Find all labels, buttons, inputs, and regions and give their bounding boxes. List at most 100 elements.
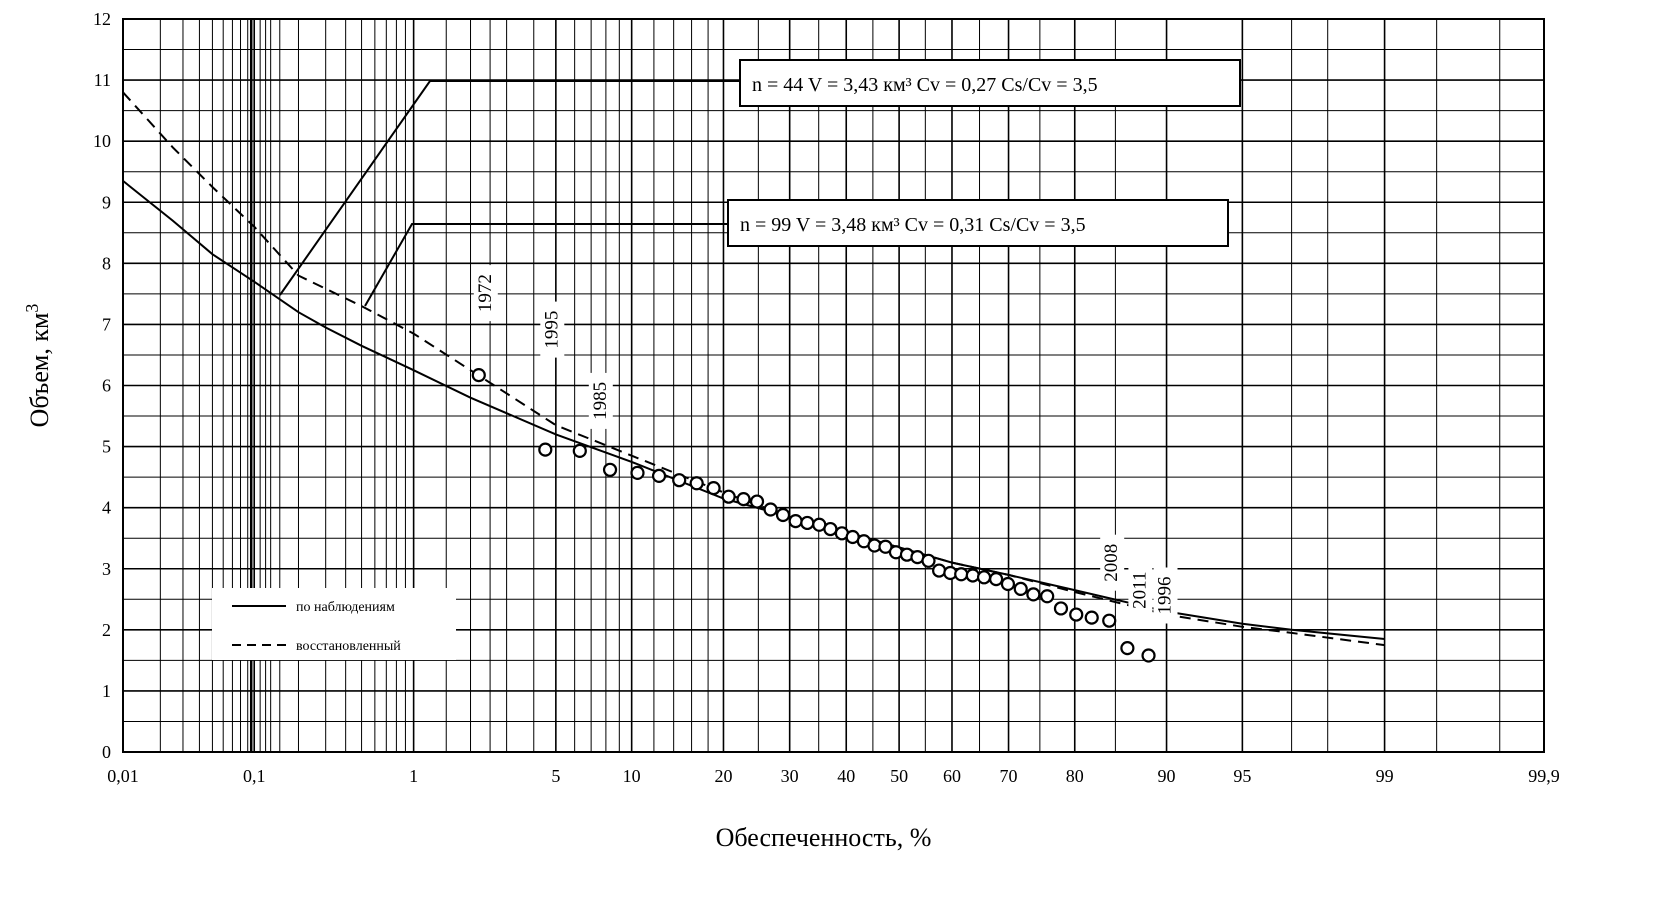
year-label-text: 1985 [590, 382, 611, 420]
observed-point [1120, 641, 1135, 656]
observed-point [775, 507, 791, 523]
year-label-bg [1153, 567, 1178, 624]
y-tick-label: 3 [102, 559, 111, 579]
series-restored-line [122, 91, 1385, 647]
x-tick-label: 80 [1066, 766, 1084, 786]
legend-label-restored: восстановленный [296, 639, 401, 654]
observed-point [976, 570, 992, 585]
observed-point [602, 462, 618, 477]
x-tick-label: 40 [837, 766, 855, 786]
svg-text:Объем, км3: Объем, км3 [22, 304, 54, 428]
y-tick-label: 2 [102, 620, 111, 640]
observed-point [965, 568, 980, 583]
year-label-bg [1128, 562, 1153, 619]
observed-point [1084, 610, 1099, 625]
x-tick-label: 30 [781, 766, 799, 786]
y-tick-label: 12 [93, 9, 111, 29]
x-tick-label: 1 [409, 766, 418, 786]
observed-point [1102, 613, 1117, 628]
y-tick-label: 10 [93, 131, 111, 151]
x-tick-label: 10 [623, 766, 641, 786]
y-tick-label: 1 [102, 681, 111, 701]
x-tick-label: 99,9 [1528, 766, 1560, 786]
x-tick-label: 90 [1158, 766, 1176, 786]
leader-line [279, 80, 740, 296]
observed-point [788, 514, 803, 529]
y-tick-label: 7 [102, 314, 111, 334]
x-tick-label: 0,01 [107, 766, 139, 786]
annotation-box-1: n = 44 V = 3,43 км³ Cv = 0,27 Cs/Cv = 3,… [739, 59, 1241, 107]
observed-points [471, 368, 1156, 663]
observed-point [921, 553, 936, 568]
x-tick-label: 70 [1000, 766, 1018, 786]
x-tick-label: 99 [1376, 766, 1394, 786]
annotation-box-2: n = 99 V = 3,48 км³ Cv = 0,31 Cs/Cv = 3,… [727, 199, 1229, 247]
observed-point [823, 521, 838, 537]
year-label: 1985 [588, 372, 613, 429]
legend-label-observed: по наблюдениям [296, 600, 395, 615]
x-tick-label: 50 [890, 766, 908, 786]
year-labels: 1972 1995 1985 2008 2011 1996 [473, 265, 1178, 624]
observed-point [800, 515, 815, 531]
legend: по наблюдениям восстановленный [212, 588, 456, 660]
y-tick-label: 5 [102, 437, 111, 457]
x-tick-labels: 0,01 0,1 1 5 10 20 30 40 50 60 70 80 90 95 99 99,9 [107, 766, 1560, 786]
annotation-leaders [279, 80, 740, 307]
observed-point [763, 502, 778, 517]
year-label-bg [588, 372, 613, 429]
year-label-text: 2008 [1101, 544, 1122, 582]
observed-point [1141, 648, 1156, 663]
observed-point [706, 481, 721, 496]
observed-point [721, 489, 736, 504]
observed-point [954, 567, 969, 582]
year-label-bg [1100, 534, 1125, 591]
y-tick-label: 6 [102, 376, 111, 396]
observed-point [471, 368, 486, 383]
year-label-bg [540, 301, 565, 358]
observed-point [672, 473, 687, 488]
x-axis-title: Обеспеченность, % [716, 823, 932, 852]
leader-line [364, 223, 728, 307]
observed-point [572, 443, 587, 458]
observed-point [630, 465, 645, 480]
observed-point [736, 492, 751, 507]
annotation-1-text: n = 44 V = 3,43 км³ Cv = 0,27 Cs/Cv = 3,… [752, 74, 1098, 96]
year-label: 1995 [540, 301, 565, 358]
y-tick-label: 11 [94, 70, 111, 90]
observed-point [932, 563, 947, 578]
observed-point [1040, 589, 1055, 604]
year-label-text: 1995 [541, 311, 562, 349]
observed-point [749, 494, 765, 509]
year-label: 1996 [1153, 567, 1178, 624]
year-label-text: 2011 [1129, 572, 1150, 609]
y-axis-title-superscript: 3 [22, 304, 42, 313]
year-label: 2011 [1128, 562, 1153, 619]
year-label-bg [473, 265, 498, 322]
year-label: 2008 [1100, 534, 1125, 591]
y-tick-label: 0 [102, 742, 111, 762]
observed-point [1026, 587, 1041, 602]
year-label: 1972 [473, 265, 498, 322]
y-tick-label: 8 [102, 253, 111, 273]
y-tick-label: 9 [102, 192, 111, 212]
observed-point [538, 442, 553, 457]
observed-point [1053, 601, 1069, 616]
plot-frame [122, 18, 1545, 753]
y-axis-title: Объем, км3 [22, 304, 54, 428]
x-tick-label: 0,1 [243, 766, 266, 786]
x-tick-label: 20 [714, 766, 732, 786]
year-label-text: 1972 [475, 274, 496, 312]
observed-point [1000, 576, 1016, 592]
annotation-2-text: n = 99 V = 3,48 км³ Cv = 0,31 Cs/Cv = 3,… [740, 214, 1086, 236]
x-tick-label: 60 [943, 766, 961, 786]
x-tick-label: 95 [1233, 766, 1251, 786]
y-tick-label: 4 [102, 498, 111, 518]
observed-point [1069, 607, 1084, 622]
x-tick-label: 5 [551, 766, 560, 786]
observed-point [651, 468, 667, 484]
series-lines [122, 91, 1385, 647]
year-label-text: 1996 [1155, 577, 1176, 615]
observed-point [989, 572, 1004, 587]
